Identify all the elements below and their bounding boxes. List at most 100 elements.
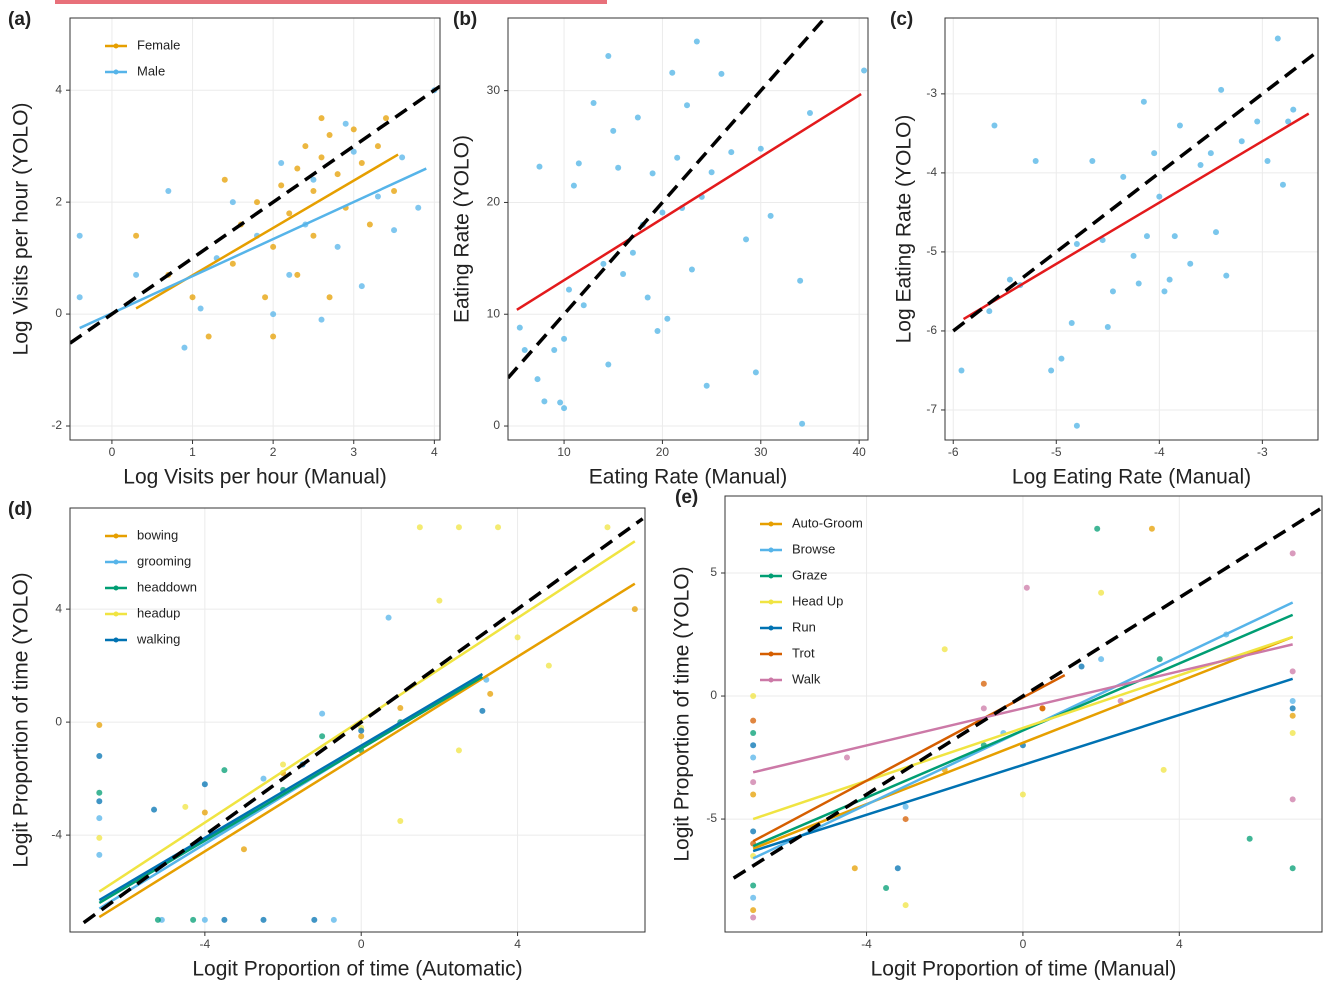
point [221, 916, 228, 923]
plot-background [725, 496, 1322, 932]
point [1006, 276, 1013, 283]
fit-line [79, 167, 427, 330]
point [743, 236, 750, 243]
point [902, 816, 909, 823]
legend-label: grooming [137, 553, 191, 568]
point [659, 209, 666, 216]
x-axis-label: Logit Proportion of time (Manual) [871, 958, 1177, 981]
point [479, 707, 486, 714]
point [197, 305, 204, 312]
point [358, 159, 365, 166]
plot-clip [952, 35, 1318, 429]
point [605, 361, 612, 368]
point [1098, 589, 1105, 596]
point [240, 846, 247, 853]
fit-line [962, 112, 1310, 321]
point [693, 38, 700, 45]
point [151, 806, 158, 813]
point [750, 742, 757, 749]
point [294, 271, 301, 278]
point [310, 232, 317, 239]
point [358, 283, 365, 290]
point [262, 294, 269, 301]
point [1048, 367, 1055, 374]
point [757, 145, 764, 152]
point [674, 154, 681, 161]
legend-label: Run [792, 619, 816, 634]
point [330, 916, 337, 923]
panel-label: (b) [453, 9, 477, 30]
x-tick-label: 4 [431, 445, 438, 459]
y-tick-label: -5 [706, 811, 717, 825]
point [1197, 161, 1204, 168]
legend-label: Auto-Groom [792, 515, 863, 530]
point [254, 199, 261, 206]
x-tick-label: -3 [1257, 445, 1268, 459]
point [221, 176, 228, 183]
point [260, 775, 267, 782]
x-tick-label: -4 [200, 937, 211, 951]
point [334, 243, 341, 250]
point [752, 369, 759, 376]
point [708, 169, 715, 176]
legend-label: bowing [137, 527, 178, 542]
point [318, 154, 325, 161]
point [319, 733, 326, 740]
legend-label: Graze [792, 567, 827, 582]
point [319, 710, 326, 717]
plot-border [69, 507, 646, 933]
x-tick-label: -4 [1154, 445, 1165, 459]
point [750, 894, 757, 901]
point [649, 170, 656, 177]
point [190, 916, 197, 923]
point [516, 324, 523, 331]
point [799, 420, 806, 427]
point [96, 789, 103, 796]
point [750, 882, 757, 889]
plot-background [945, 18, 1318, 440]
point [669, 69, 676, 76]
point [133, 271, 140, 278]
point [1289, 697, 1296, 704]
point [991, 122, 998, 129]
point [181, 344, 188, 351]
point [1289, 668, 1296, 675]
point [391, 187, 398, 194]
x-tick-label: 40 [852, 445, 866, 459]
y-axis-label: Log Eating Rate (YOLO) [893, 115, 916, 344]
point [399, 154, 406, 161]
legend-label: Head Up [792, 593, 843, 608]
point [1171, 233, 1178, 240]
point [1246, 835, 1253, 842]
point [182, 803, 189, 810]
point [557, 399, 564, 406]
point [980, 705, 987, 712]
point [541, 398, 548, 405]
point [1089, 158, 1096, 165]
point [1176, 122, 1183, 129]
point [1207, 150, 1214, 157]
point [1161, 288, 1168, 295]
y-tick-label: -3 [926, 86, 937, 100]
point [1058, 355, 1065, 362]
point [902, 902, 909, 909]
legend-label: Female [137, 37, 180, 52]
legend-key [113, 585, 119, 591]
point [1135, 280, 1142, 287]
point [629, 249, 636, 256]
point [221, 767, 228, 774]
y-axis-label: Eating Rate (YOLO) [451, 135, 474, 323]
point [894, 865, 901, 872]
point [1289, 705, 1296, 712]
point [278, 159, 285, 166]
point [436, 597, 443, 604]
legend-key [113, 559, 119, 565]
point [806, 110, 813, 117]
x-tick-label: -5 [1051, 445, 1062, 459]
point [545, 662, 552, 669]
point [1143, 233, 1150, 240]
point [1254, 118, 1261, 125]
point [270, 311, 277, 318]
point [358, 733, 365, 740]
point [286, 210, 293, 217]
